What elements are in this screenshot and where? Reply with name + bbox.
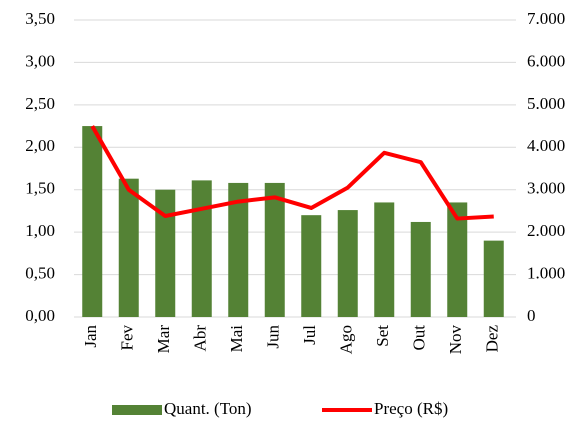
bar [447,202,468,317]
x-tick-label: Dez [483,325,502,353]
x-tick-label: Set [373,325,392,347]
bar [374,202,395,317]
y-tick-label: 3,00 [25,51,55,70]
y-tick-label: 0,50 [25,263,55,282]
bar [82,126,103,317]
x-tick-label: Abr [191,325,210,352]
bar [264,182,285,317]
y2-tick-label: 2.000 [527,221,565,240]
bar [337,210,358,317]
bar [155,189,176,317]
y-tick-label: 0,00 [25,306,55,325]
bar [228,182,249,317]
x-tick-label: Jun [264,325,283,349]
x-tick-label: Ago [337,325,356,354]
y-tick-label: 2,00 [25,136,55,155]
x-tick-label: Mai [227,325,246,353]
y2-tick-label: 3.000 [527,179,565,198]
y-tick-label: 3,50 [25,9,55,28]
x-tick-label: Fev [118,325,137,351]
x-tick-label: Jan [81,325,100,348]
x-tick-label: Nov [446,325,465,355]
y2-tick-label: 4.000 [527,136,565,155]
y2-tick-label: 1.000 [527,263,565,282]
y-tick-label: 2,50 [25,94,55,113]
y-tick-label: 1,50 [25,179,55,198]
x-tick-label: Mar [154,325,173,354]
legend-label: Preço (R$) [374,399,448,418]
x-tick-label: Out [410,325,429,351]
bar [410,221,431,317]
y2-tick-label: 7.000 [527,9,565,28]
bar [118,178,139,317]
y2-tick-label: 0 [527,306,536,325]
legend-swatch [112,405,162,415]
x-tick-label: Jul [300,325,319,345]
bar [483,240,504,317]
legend-label: Quant. (Ton) [164,399,252,418]
y-tick-label: 1,00 [25,221,55,240]
bar [301,215,322,317]
bar [191,180,212,317]
line [90,125,494,221]
y2-tick-label: 5.000 [527,94,565,113]
y2-tick-label: 6.000 [527,51,565,70]
